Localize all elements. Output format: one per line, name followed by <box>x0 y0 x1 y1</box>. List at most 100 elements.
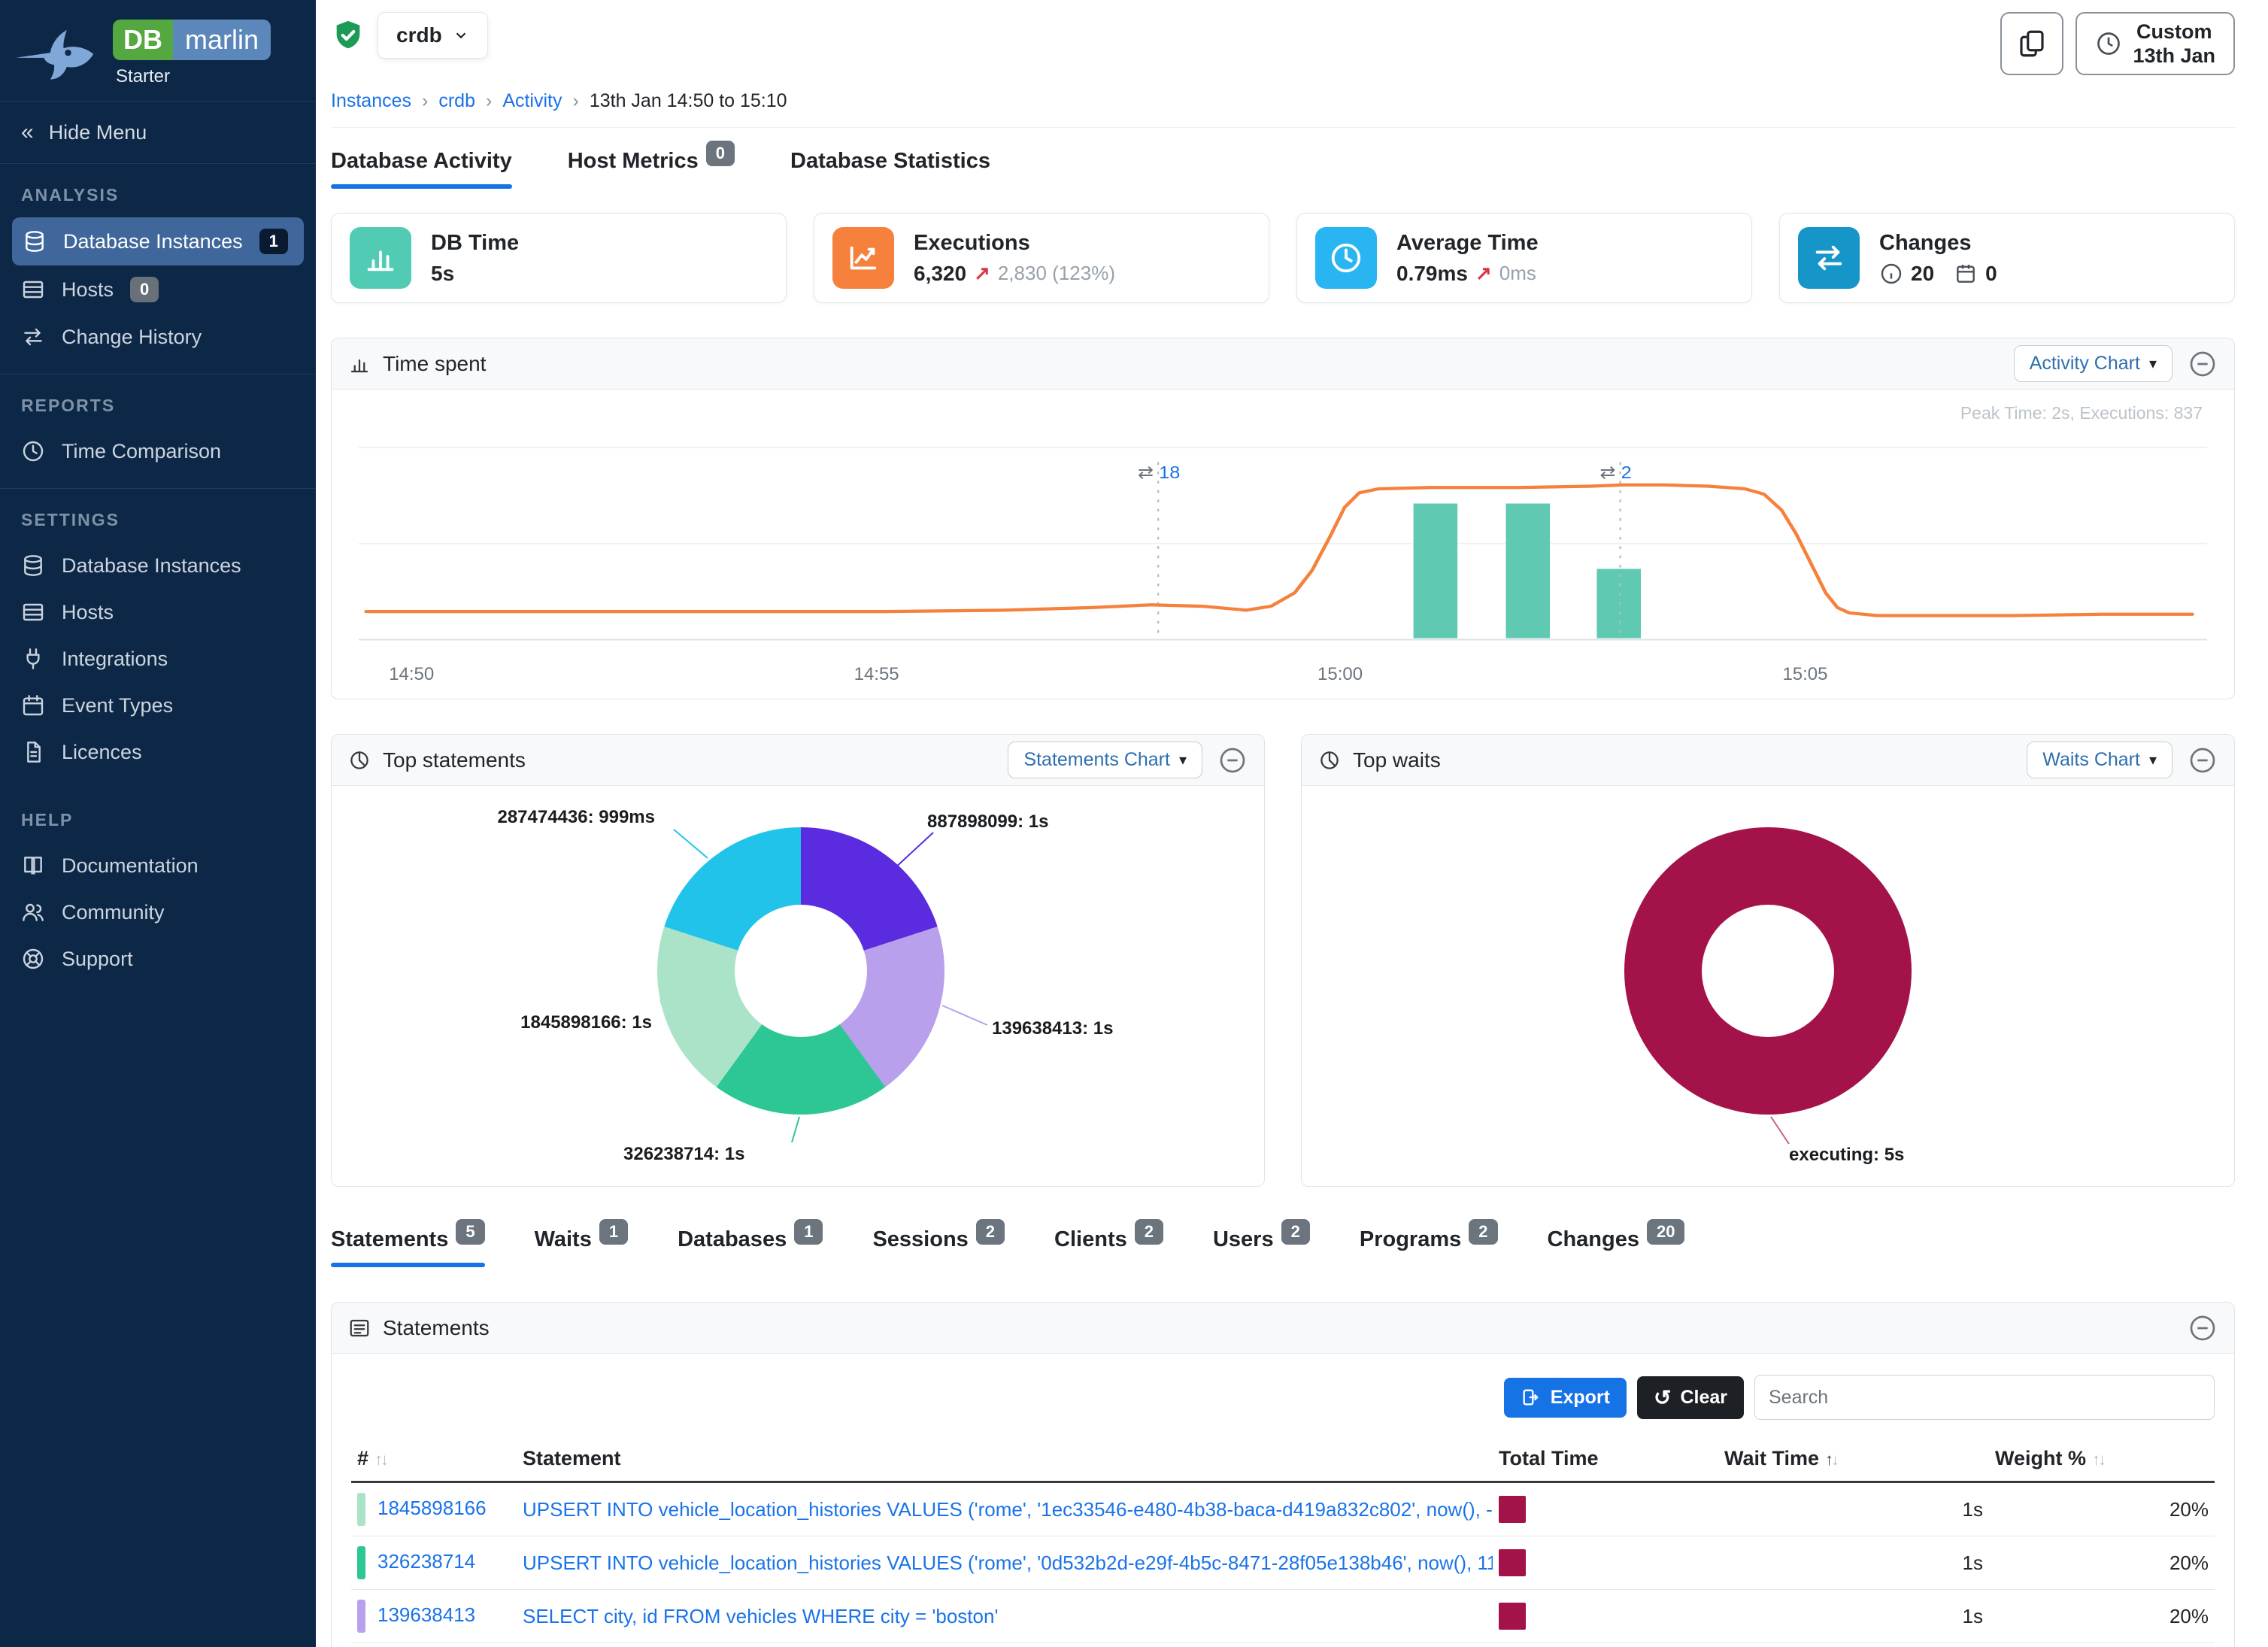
main-tabs: Database Activity Host Metrics 0 Database S… <box>331 141 2235 189</box>
column-header-wait-time[interactable]: Wait Time ↑↓ <box>1718 1436 1989 1483</box>
detail-tab-databases[interactable]: Databases 1 <box>678 1219 823 1267</box>
chevron-down-icon <box>456 32 465 39</box>
tab-label: Host Metrics <box>567 149 699 173</box>
stat-card-value: 5s <box>431 262 519 286</box>
hide-menu-button[interactable]: « Hide Menu <box>0 101 316 164</box>
sidebar-item-hosts[interactable]: Hosts 0 <box>0 265 316 314</box>
stat-card-title: Executions <box>914 230 1030 255</box>
copy-link-button[interactable] <box>2000 12 2064 75</box>
detail-tab-changes[interactable]: Changes 20 <box>1548 1219 1685 1267</box>
sidebar-item-hosts[interactable]: Hosts <box>0 589 316 635</box>
bar-stat-icon <box>350 227 411 289</box>
breadcrumb-separator: › <box>422 90 429 111</box>
trend-up-icon: ↗ <box>974 262 990 284</box>
app-logo: DB marlin Starter <box>0 0 316 101</box>
tab-host-metrics[interactable]: Host Metrics 0 <box>567 141 735 189</box>
stat-card-body: Average Time 0.79ms ↗ 0ms <box>1396 231 1539 286</box>
detail-tab-label: Programs <box>1359 1227 1462 1251</box>
export-icon <box>1523 1389 1539 1406</box>
collapse-top-statements-button[interactable] <box>1217 745 1248 775</box>
export-button[interactable]: Export <box>1503 1377 1627 1418</box>
collapse-statements-button[interactable] <box>2188 1313 2218 1343</box>
stat-card-title: Average Time <box>1396 230 1539 255</box>
detail-tab-sessions[interactable]: Sessions 2 <box>872 1219 1005 1267</box>
total-time-bar <box>1499 1549 1526 1576</box>
time-spent-x-axis: 14:50 14:55 15:00 15:05 <box>359 660 2207 693</box>
statement-id-link[interactable]: 1845898166 <box>377 1496 487 1519</box>
detail-tab-clients[interactable]: Clients 2 <box>1054 1219 1163 1267</box>
detail-tab-statements[interactable]: Statements 5 <box>331 1219 485 1267</box>
tab-database-statistics[interactable]: Database Statistics <box>790 149 990 189</box>
detail-tab-label: Clients <box>1054 1227 1127 1251</box>
support-icon <box>23 948 44 969</box>
detail-tab-waits[interactable]: Waits 1 <box>535 1219 629 1267</box>
stat-delta: 2,830 (123%) <box>997 262 1115 284</box>
statement-sql-link[interactable]: UPSERT INTO vehicle_location_histories V… <box>523 1497 1493 1521</box>
sidebar-item-integrations[interactable]: Integrations <box>0 635 316 682</box>
collapse-time-spent-button[interactable] <box>2188 349 2218 379</box>
sidebar-item-event-types[interactable]: Event Types <box>0 682 316 729</box>
statement-sql-cell: UPSERT INTO vehicle_location_histories V… <box>517 1482 1493 1536</box>
weight-cell: 20% <box>1989 1642 2215 1647</box>
breadcrumb-item[interactable]: Instances <box>331 90 412 111</box>
statements-table: # ↑↓ Statement Total Time Wait Time ↑↓ Weight … <box>351 1436 2215 1647</box>
search-input[interactable] <box>1754 1375 2215 1420</box>
stat-card-average-time: Average Time 0.79ms ↗ 0ms <box>1296 213 1752 303</box>
sidebar-item-change-history[interactable]: Change History <box>0 314 316 360</box>
statements-chart-select-label: Statements Chart <box>1023 749 1170 770</box>
statement-color-chip <box>357 1600 365 1633</box>
sidebar-item-documentation[interactable]: Documentation <box>0 842 316 889</box>
activity-chart-select[interactable]: Activity Chart ▾ <box>2013 345 2172 382</box>
stat-main-value: 5s <box>431 261 455 285</box>
sidebar-item-licences[interactable]: Licences <box>0 729 316 775</box>
statement-sql-link[interactable]: SELECT city, id FROM vehicles WHERE city… <box>523 1604 999 1627</box>
detail-tab-label: Statements <box>331 1227 449 1251</box>
tab-database-activity[interactable]: Database Activity <box>331 149 512 189</box>
activity-chart-select-label: Activity Chart <box>2029 353 2140 374</box>
column-header--[interactable]: # ↑↓ <box>351 1436 517 1483</box>
brand-db: DB <box>113 20 173 60</box>
stat-delta: 0ms <box>1499 262 1536 284</box>
sidebar-item-database-instances[interactable]: Database Instances <box>0 542 316 589</box>
time-spent-chart[interactable]: ⇄ 18 ⇄ 2 <box>359 430 2207 660</box>
bar-icon <box>367 250 394 271</box>
statements-chart-select[interactable]: Statements Chart ▾ <box>1008 742 1202 778</box>
detail-tab-programs[interactable]: Programs 2 <box>1359 1219 1498 1267</box>
statement-id-link[interactable]: 139638413 <box>377 1603 476 1626</box>
sidebar-item-badge: 0 <box>130 277 159 302</box>
clear-button[interactable]: ↺ Clear <box>1636 1376 1744 1419</box>
top-waits-chart[interactable]: executing: 5s <box>1302 786 2234 1186</box>
wait-time-cell: 1s <box>1718 1536 1989 1590</box>
breadcrumb: Instances › crdb › Activity › 13th Jan 14:50 t… <box>331 90 2235 112</box>
export-label: Export <box>1550 1386 1610 1408</box>
breadcrumb-item[interactable]: crdb <box>438 90 475 111</box>
clock-icon <box>1331 243 1361 273</box>
sidebar-item-database-instances[interactable]: Database Instances 1 <box>12 217 304 265</box>
main-content: crdb Custom 13th Jan Instances › crdb › Acti… <box>316 0 2268 1647</box>
sidebar-item-label: Time Comparison <box>62 439 222 463</box>
top-statements-chart[interactable]: 887898099: 1s 139638413: 1s 326238714: 1s 1… <box>332 786 1264 1186</box>
linechart-stat-icon <box>832 227 894 289</box>
tab-label: Database Activity <box>331 149 512 173</box>
sidebar-item-community[interactable]: Community <box>0 889 316 936</box>
collapse-top-waits-button[interactable] <box>2188 745 2218 775</box>
sidebar-item-support[interactable]: Support <box>0 936 316 982</box>
weight-cell: 20% <box>1989 1536 2215 1590</box>
instance-selector[interactable]: crdb <box>377 12 488 59</box>
donut-hole <box>735 905 867 1037</box>
waits-chart-select[interactable]: Waits Chart ▾ <box>2027 742 2172 778</box>
statement-sql-link[interactable]: UPSERT INTO vehicle_location_histories V… <box>523 1551 1493 1574</box>
stat-card-title: DB Time <box>431 230 520 255</box>
wait-time-cell: 1s <box>1718 1589 1989 1643</box>
statement-id-cell: 887898099 <box>351 1642 517 1647</box>
breadcrumb-item[interactable]: Activity <box>502 90 562 111</box>
brand-badge: DB marlin <box>113 20 271 60</box>
info-icon <box>1881 263 1902 284</box>
x-tick-label: 15:05 <box>1782 664 1828 684</box>
statement-id-link[interactable]: 326238714 <box>377 1549 476 1573</box>
stat-card-executions: Executions 6,320 ↗ 2,830 (123%) <box>814 213 1269 303</box>
sidebar-item-time-comparison[interactable]: Time Comparison <box>0 428 316 475</box>
detail-tab-users[interactable]: Users 2 <box>1213 1219 1310 1267</box>
column-header-weight-[interactable]: Weight % ↑↓ <box>1989 1436 2215 1483</box>
time-range-button[interactable]: Custom 13th Jan <box>2075 12 2235 75</box>
